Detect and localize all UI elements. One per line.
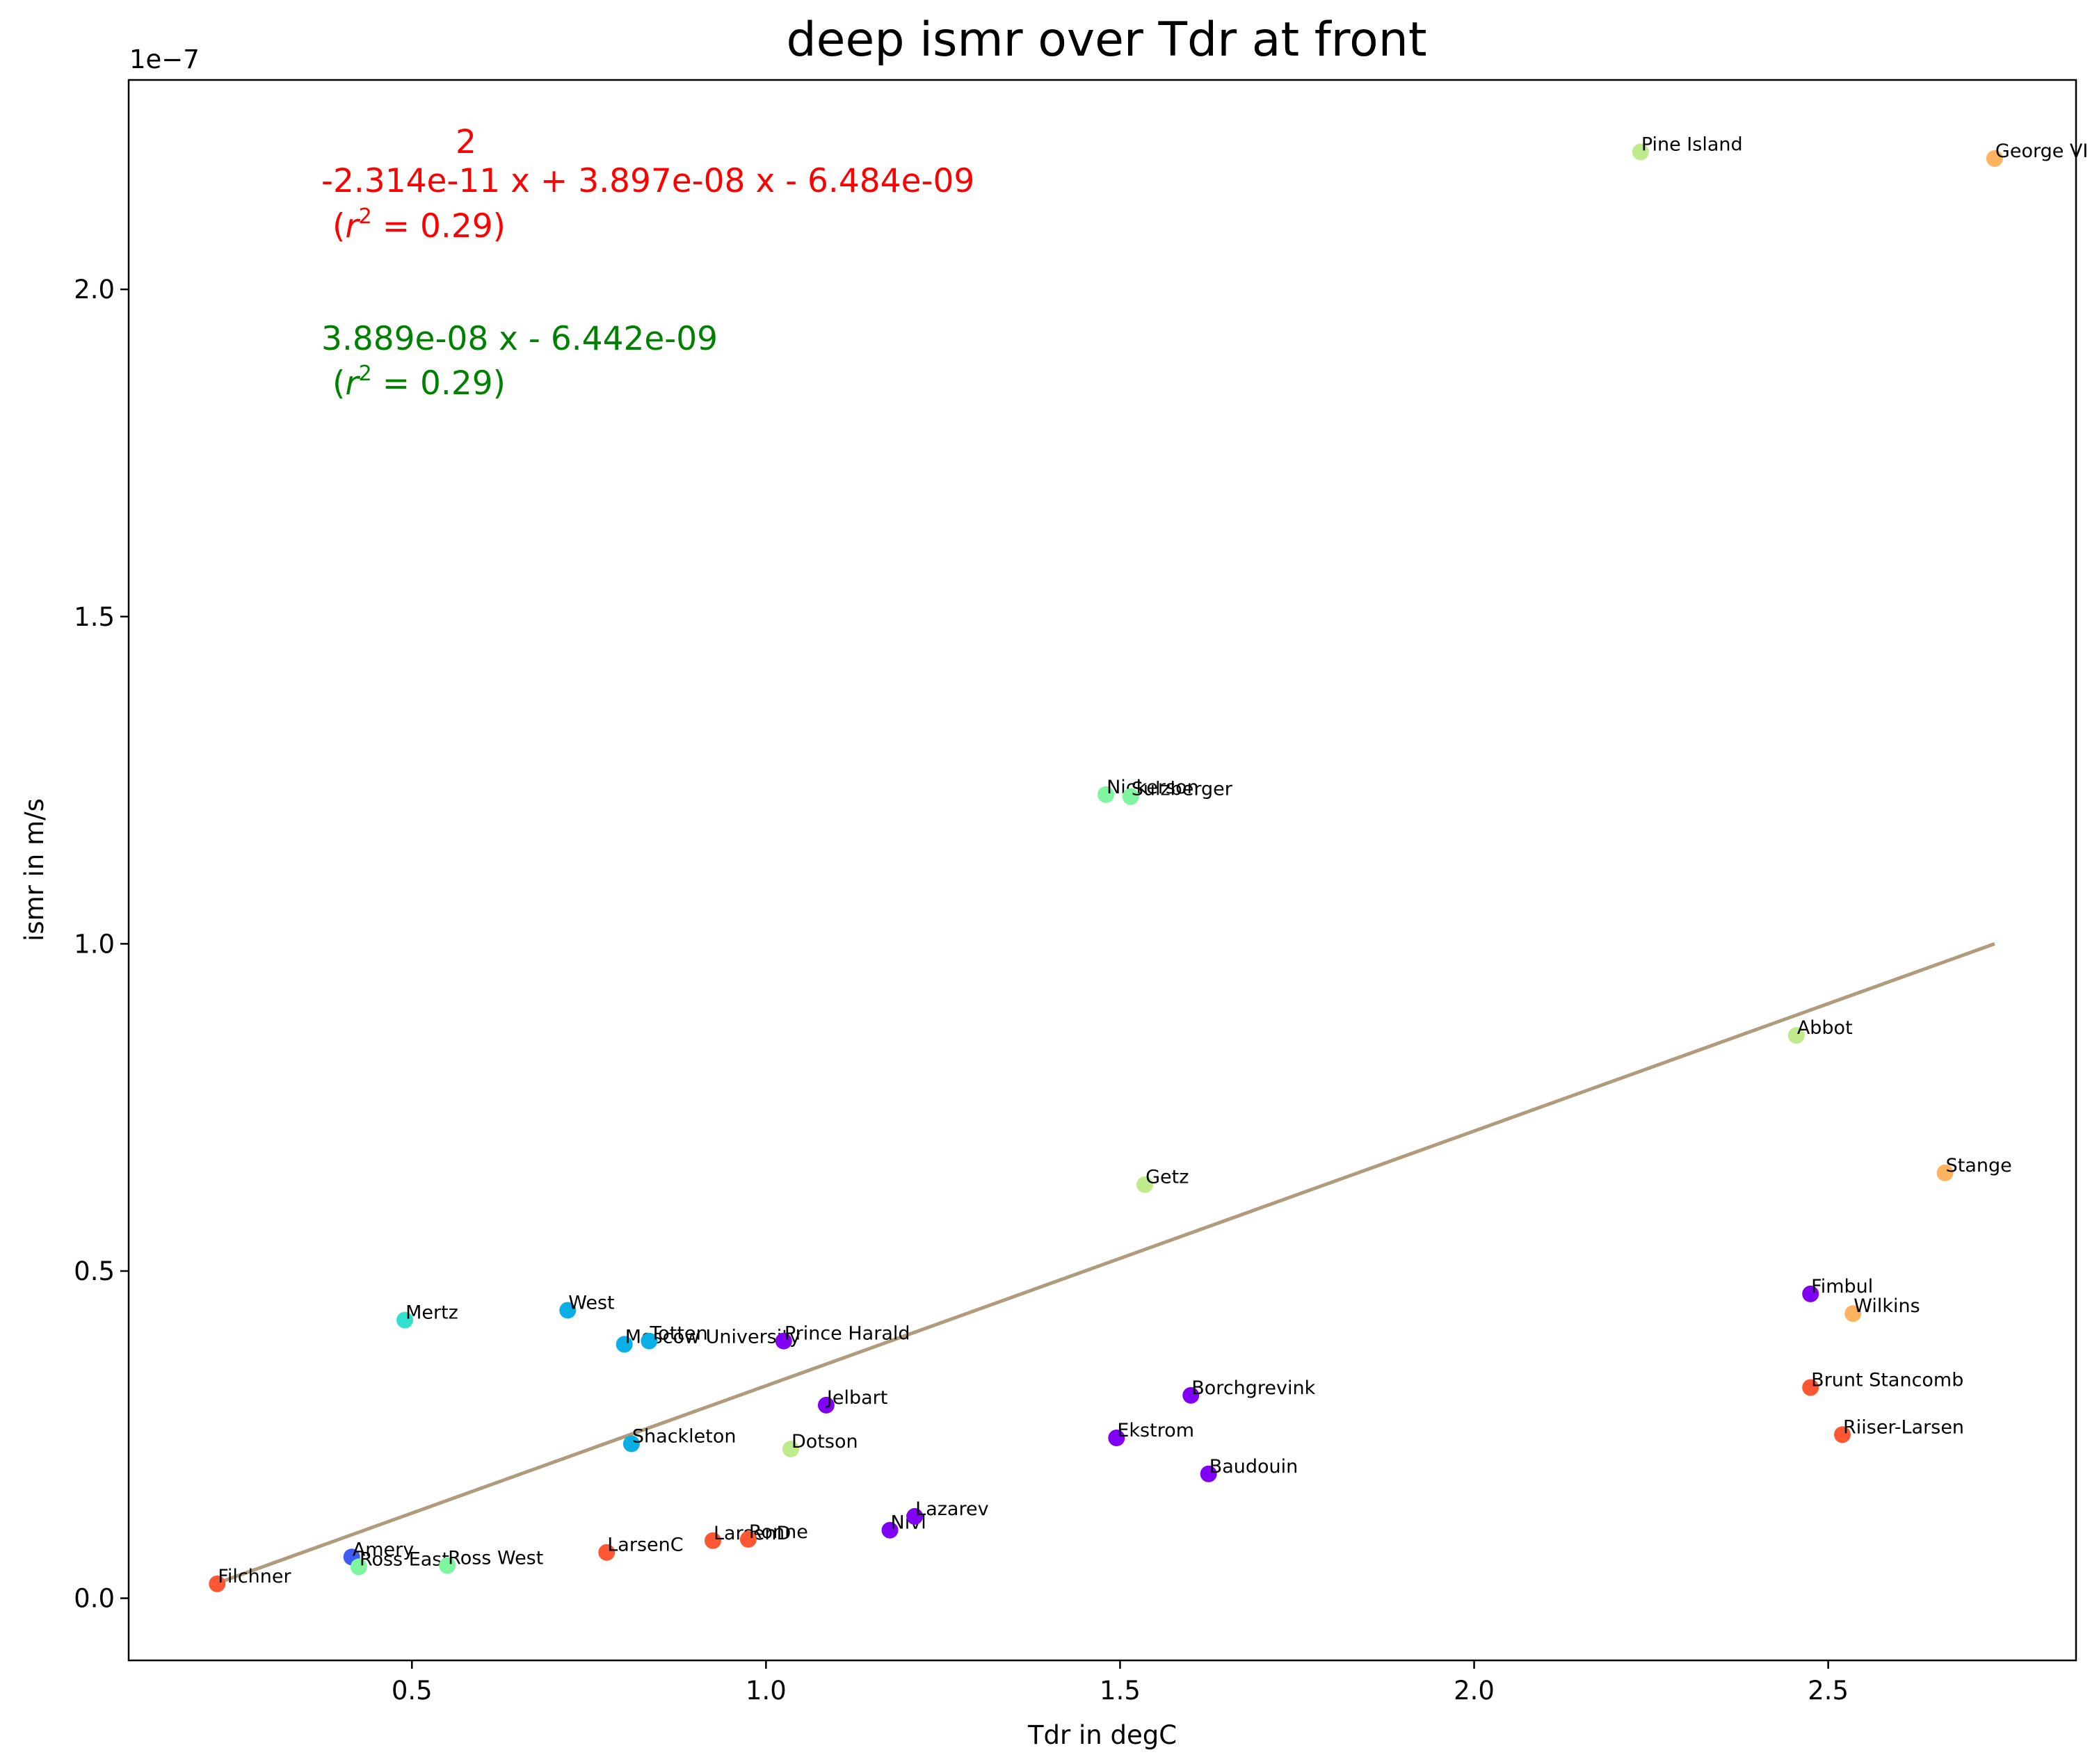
point-label: Lazarev xyxy=(915,1498,988,1520)
data-point xyxy=(906,1507,924,1525)
data-point xyxy=(616,1336,633,1353)
point-label: Baudouin xyxy=(1209,1456,1298,1478)
point-label: Shackleton xyxy=(632,1425,737,1447)
data-point xyxy=(1802,1285,1819,1302)
linear-equation: 3.889e-08 x - 6.442e-09 xyxy=(321,320,718,358)
data-point xyxy=(1802,1379,1819,1396)
x-tick-label: 0.5 xyxy=(392,1676,433,1706)
data-point xyxy=(782,1440,799,1457)
y-axis-label: ismr in m/s xyxy=(19,798,49,941)
linear-fit-line xyxy=(216,942,1995,1585)
point-label: Stange xyxy=(1946,1155,2012,1176)
x-tick-label: 2.0 xyxy=(1454,1676,1495,1706)
data-point xyxy=(705,1532,721,1549)
point-label: Wilkins xyxy=(1853,1295,1920,1317)
point-label: Pine Island xyxy=(1641,134,1743,156)
point-label: George VI xyxy=(1995,140,2088,162)
data-point xyxy=(739,1530,757,1548)
point-label: Brunt Stancomb xyxy=(1811,1370,1963,1391)
y-tick-label: 0.5 xyxy=(74,1256,115,1286)
quadratic-equation: -2.314e-11 x + 3.897e-08 x - 6.484e-09 xyxy=(321,162,974,200)
point-label: Jelbart xyxy=(826,1387,887,1409)
point-label: Borchgrevink xyxy=(1191,1377,1315,1399)
y-tick-label: 1.5 xyxy=(74,602,115,632)
point-label: Sulzberger xyxy=(1132,779,1233,800)
point-label: Getz xyxy=(1145,1167,1189,1188)
data-point xyxy=(1182,1386,1200,1404)
x-tick-label: 2.5 xyxy=(1808,1676,1849,1706)
point-label: Ross East xyxy=(360,1548,449,1570)
data-point xyxy=(1787,1027,1805,1044)
linear-fit-annotation: 3.889e-08 x - 6.442e-09 (r2 = 0.29) xyxy=(321,320,718,403)
point-label: Ross West xyxy=(448,1548,543,1569)
y-axis-offset-label: 1e−7 xyxy=(129,44,200,74)
point-label: LarsenC xyxy=(607,1535,683,1556)
x-tick-label: 1.0 xyxy=(746,1676,787,1706)
data-point xyxy=(209,1575,226,1592)
data-point xyxy=(1632,143,1649,161)
quadratic-exponent: 2 xyxy=(456,123,476,161)
chart-title: deep ismr over Tdr at front xyxy=(787,13,1427,67)
point-label: Ekstrom xyxy=(1117,1420,1194,1441)
point-label: West xyxy=(568,1292,614,1313)
y-tick-label: 2.0 xyxy=(74,275,115,305)
data-point xyxy=(1122,788,1139,805)
data-point xyxy=(439,1557,456,1574)
y-axis: 0.0 0.5 1.0 1.5 2.0 xyxy=(74,275,129,1614)
data-point xyxy=(1936,1164,1954,1181)
data-point xyxy=(1108,1429,1125,1446)
data-point xyxy=(1200,1465,1217,1482)
x-axis: 0.5 1.0 1.5 2.0 2.5 xyxy=(392,1660,1849,1706)
point-label: Abbot xyxy=(1797,1017,1853,1039)
data-point xyxy=(1844,1305,1862,1322)
data-point xyxy=(1986,149,2003,167)
y-tick-label: 0.0 xyxy=(74,1584,115,1614)
point-label: Fimbul xyxy=(1811,1276,1873,1297)
data-point xyxy=(1097,786,1115,803)
point-label: Nickerson xyxy=(1107,777,1199,798)
quadratic-r2: (r2 = 0.29) xyxy=(332,204,506,245)
data-point xyxy=(559,1302,577,1319)
linear-r2: (r2 = 0.29) xyxy=(332,362,506,403)
data-point xyxy=(350,1558,367,1576)
data-point xyxy=(598,1544,616,1561)
data-point xyxy=(1136,1176,1154,1193)
x-axis-label: Tdr in degC xyxy=(1027,1720,1177,1750)
y-tick-label: 1.0 xyxy=(74,929,115,959)
point-label: Ronne xyxy=(749,1521,808,1543)
data-point xyxy=(1834,1426,1851,1443)
data-point xyxy=(817,1396,835,1414)
data-point xyxy=(881,1521,899,1539)
point-label: Amery xyxy=(353,1539,414,1560)
data-point xyxy=(775,1332,792,1350)
point-label: Totten xyxy=(649,1323,707,1345)
point-label: Dotson xyxy=(791,1431,858,1453)
axes-frame xyxy=(127,79,2077,1662)
point-label: Prince Harald xyxy=(785,1323,910,1345)
point-label: Filchner xyxy=(218,1566,291,1587)
quadratic-fit-annotation: 2 -2.314e-11 x + 3.897e-08 x - 6.484e-09… xyxy=(321,123,974,245)
data-point xyxy=(641,1332,658,1350)
point-label: Riiser-Larsen xyxy=(1843,1416,1964,1438)
x-tick-label: 1.5 xyxy=(1100,1676,1141,1706)
point-label: Mertz xyxy=(405,1302,458,1324)
data-point xyxy=(622,1435,640,1453)
data-point xyxy=(396,1311,414,1329)
